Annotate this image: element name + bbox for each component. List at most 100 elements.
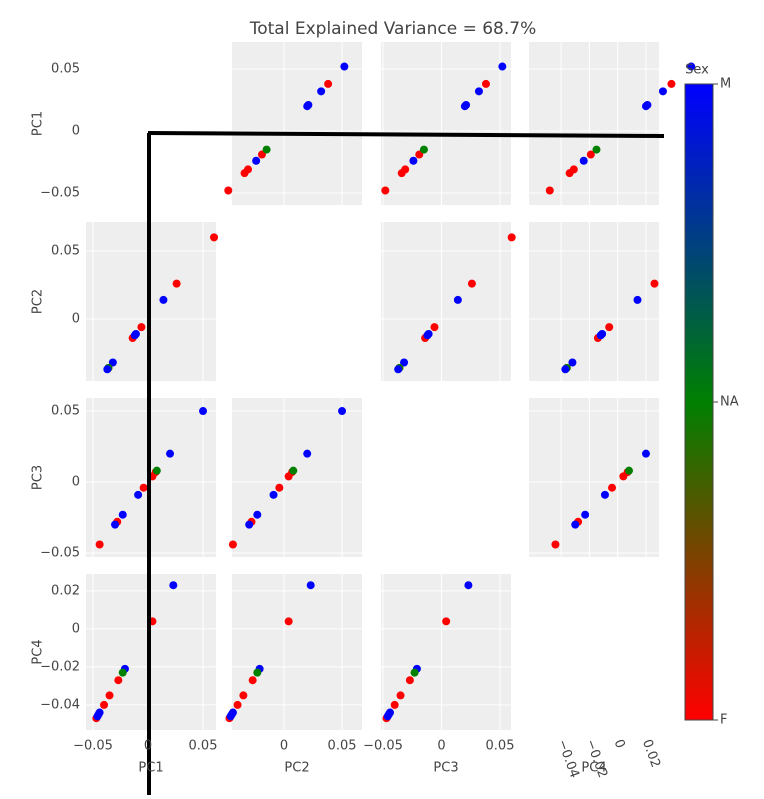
annotation-line: [147, 131, 665, 138]
point: [248, 676, 257, 685]
point: [103, 365, 112, 374]
point: [137, 323, 146, 332]
y-tick-label: 0: [72, 123, 80, 138]
point: [269, 490, 278, 499]
point: [643, 100, 652, 109]
y-axis-title: PC2: [31, 289, 46, 314]
x-tick-label: −0.05: [73, 739, 113, 754]
point: [430, 323, 439, 332]
y-tick-label: 0.05: [51, 404, 80, 419]
point: [561, 365, 570, 374]
chart-title: Total Explained Variance = 68.7%: [249, 19, 537, 39]
point: [390, 700, 399, 709]
point: [381, 186, 390, 195]
point: [114, 676, 123, 685]
point: [405, 676, 414, 685]
point: [394, 365, 403, 374]
x-tick-label: 0: [280, 739, 288, 754]
y-tick-label: −0.02: [40, 659, 80, 674]
point: [118, 510, 127, 519]
point: [568, 358, 577, 367]
point: [224, 186, 233, 195]
colorbar: [684, 83, 714, 721]
point: [252, 156, 261, 165]
y-tick-label: 0.02: [51, 583, 80, 598]
point: [118, 668, 127, 677]
point: [586, 150, 595, 159]
x-tick-label: 0: [437, 739, 445, 754]
x-tick-label: 0.05: [189, 739, 218, 754]
point: [571, 520, 580, 529]
x-tick-label: 0: [611, 737, 628, 750]
point: [108, 358, 117, 367]
point: [507, 233, 516, 242]
point: [453, 295, 462, 304]
point: [152, 466, 161, 475]
colorbar-tick-label: NA: [720, 395, 739, 410]
point: [641, 449, 650, 458]
point: [498, 62, 507, 71]
point: [608, 483, 617, 492]
point: [284, 617, 293, 626]
colorbar-tick-label: F: [720, 713, 727, 728]
point: [397, 169, 406, 178]
point: [442, 617, 451, 626]
panel-background: [529, 398, 659, 557]
point: [227, 710, 236, 719]
point: [275, 483, 284, 492]
point: [396, 691, 405, 700]
y-tick-label: −0.05: [40, 546, 80, 561]
point: [306, 581, 315, 590]
y-tick-label: 0: [72, 475, 80, 490]
point: [172, 279, 181, 288]
panel-background: [232, 574, 362, 730]
panel-background: [529, 42, 659, 205]
point: [667, 79, 676, 88]
point: [111, 520, 120, 529]
point: [551, 540, 560, 549]
point: [245, 520, 254, 529]
point: [600, 490, 609, 499]
y-tick-label: −0.04: [40, 697, 80, 712]
panel-background: [381, 574, 511, 730]
point: [131, 329, 140, 338]
point: [253, 510, 262, 519]
point: [240, 169, 249, 178]
point: [210, 233, 219, 242]
point: [545, 186, 554, 195]
y-axis-title: PC1: [31, 111, 46, 136]
point: [253, 668, 262, 677]
x-tick-label: −0.04: [554, 737, 582, 780]
point: [105, 691, 114, 700]
panel-background: [381, 222, 511, 381]
point: [317, 87, 326, 96]
point: [462, 100, 471, 109]
point: [100, 700, 109, 709]
point: [605, 323, 614, 332]
panel-background: [381, 42, 511, 205]
point: [239, 691, 248, 700]
point: [166, 449, 175, 458]
point: [199, 407, 208, 416]
point: [581, 510, 590, 519]
x-tick-label: 0.05: [486, 739, 515, 754]
x-tick-label: −0.05: [363, 739, 403, 754]
y-tick-label: −0.05: [40, 185, 80, 200]
point: [338, 407, 347, 416]
point: [410, 668, 419, 677]
point: [625, 466, 634, 475]
point: [687, 62, 696, 71]
point: [233, 700, 242, 709]
y-tick-label: 0.05: [51, 62, 80, 77]
point: [598, 329, 607, 338]
point: [384, 710, 393, 719]
point: [481, 79, 490, 88]
x-tick-label: 0: [144, 739, 152, 754]
point: [303, 449, 312, 458]
point: [579, 156, 588, 165]
x-axis-title: PC2: [284, 761, 309, 776]
y-tick-label: 0: [72, 311, 80, 326]
point: [340, 62, 349, 71]
point: [565, 169, 574, 178]
